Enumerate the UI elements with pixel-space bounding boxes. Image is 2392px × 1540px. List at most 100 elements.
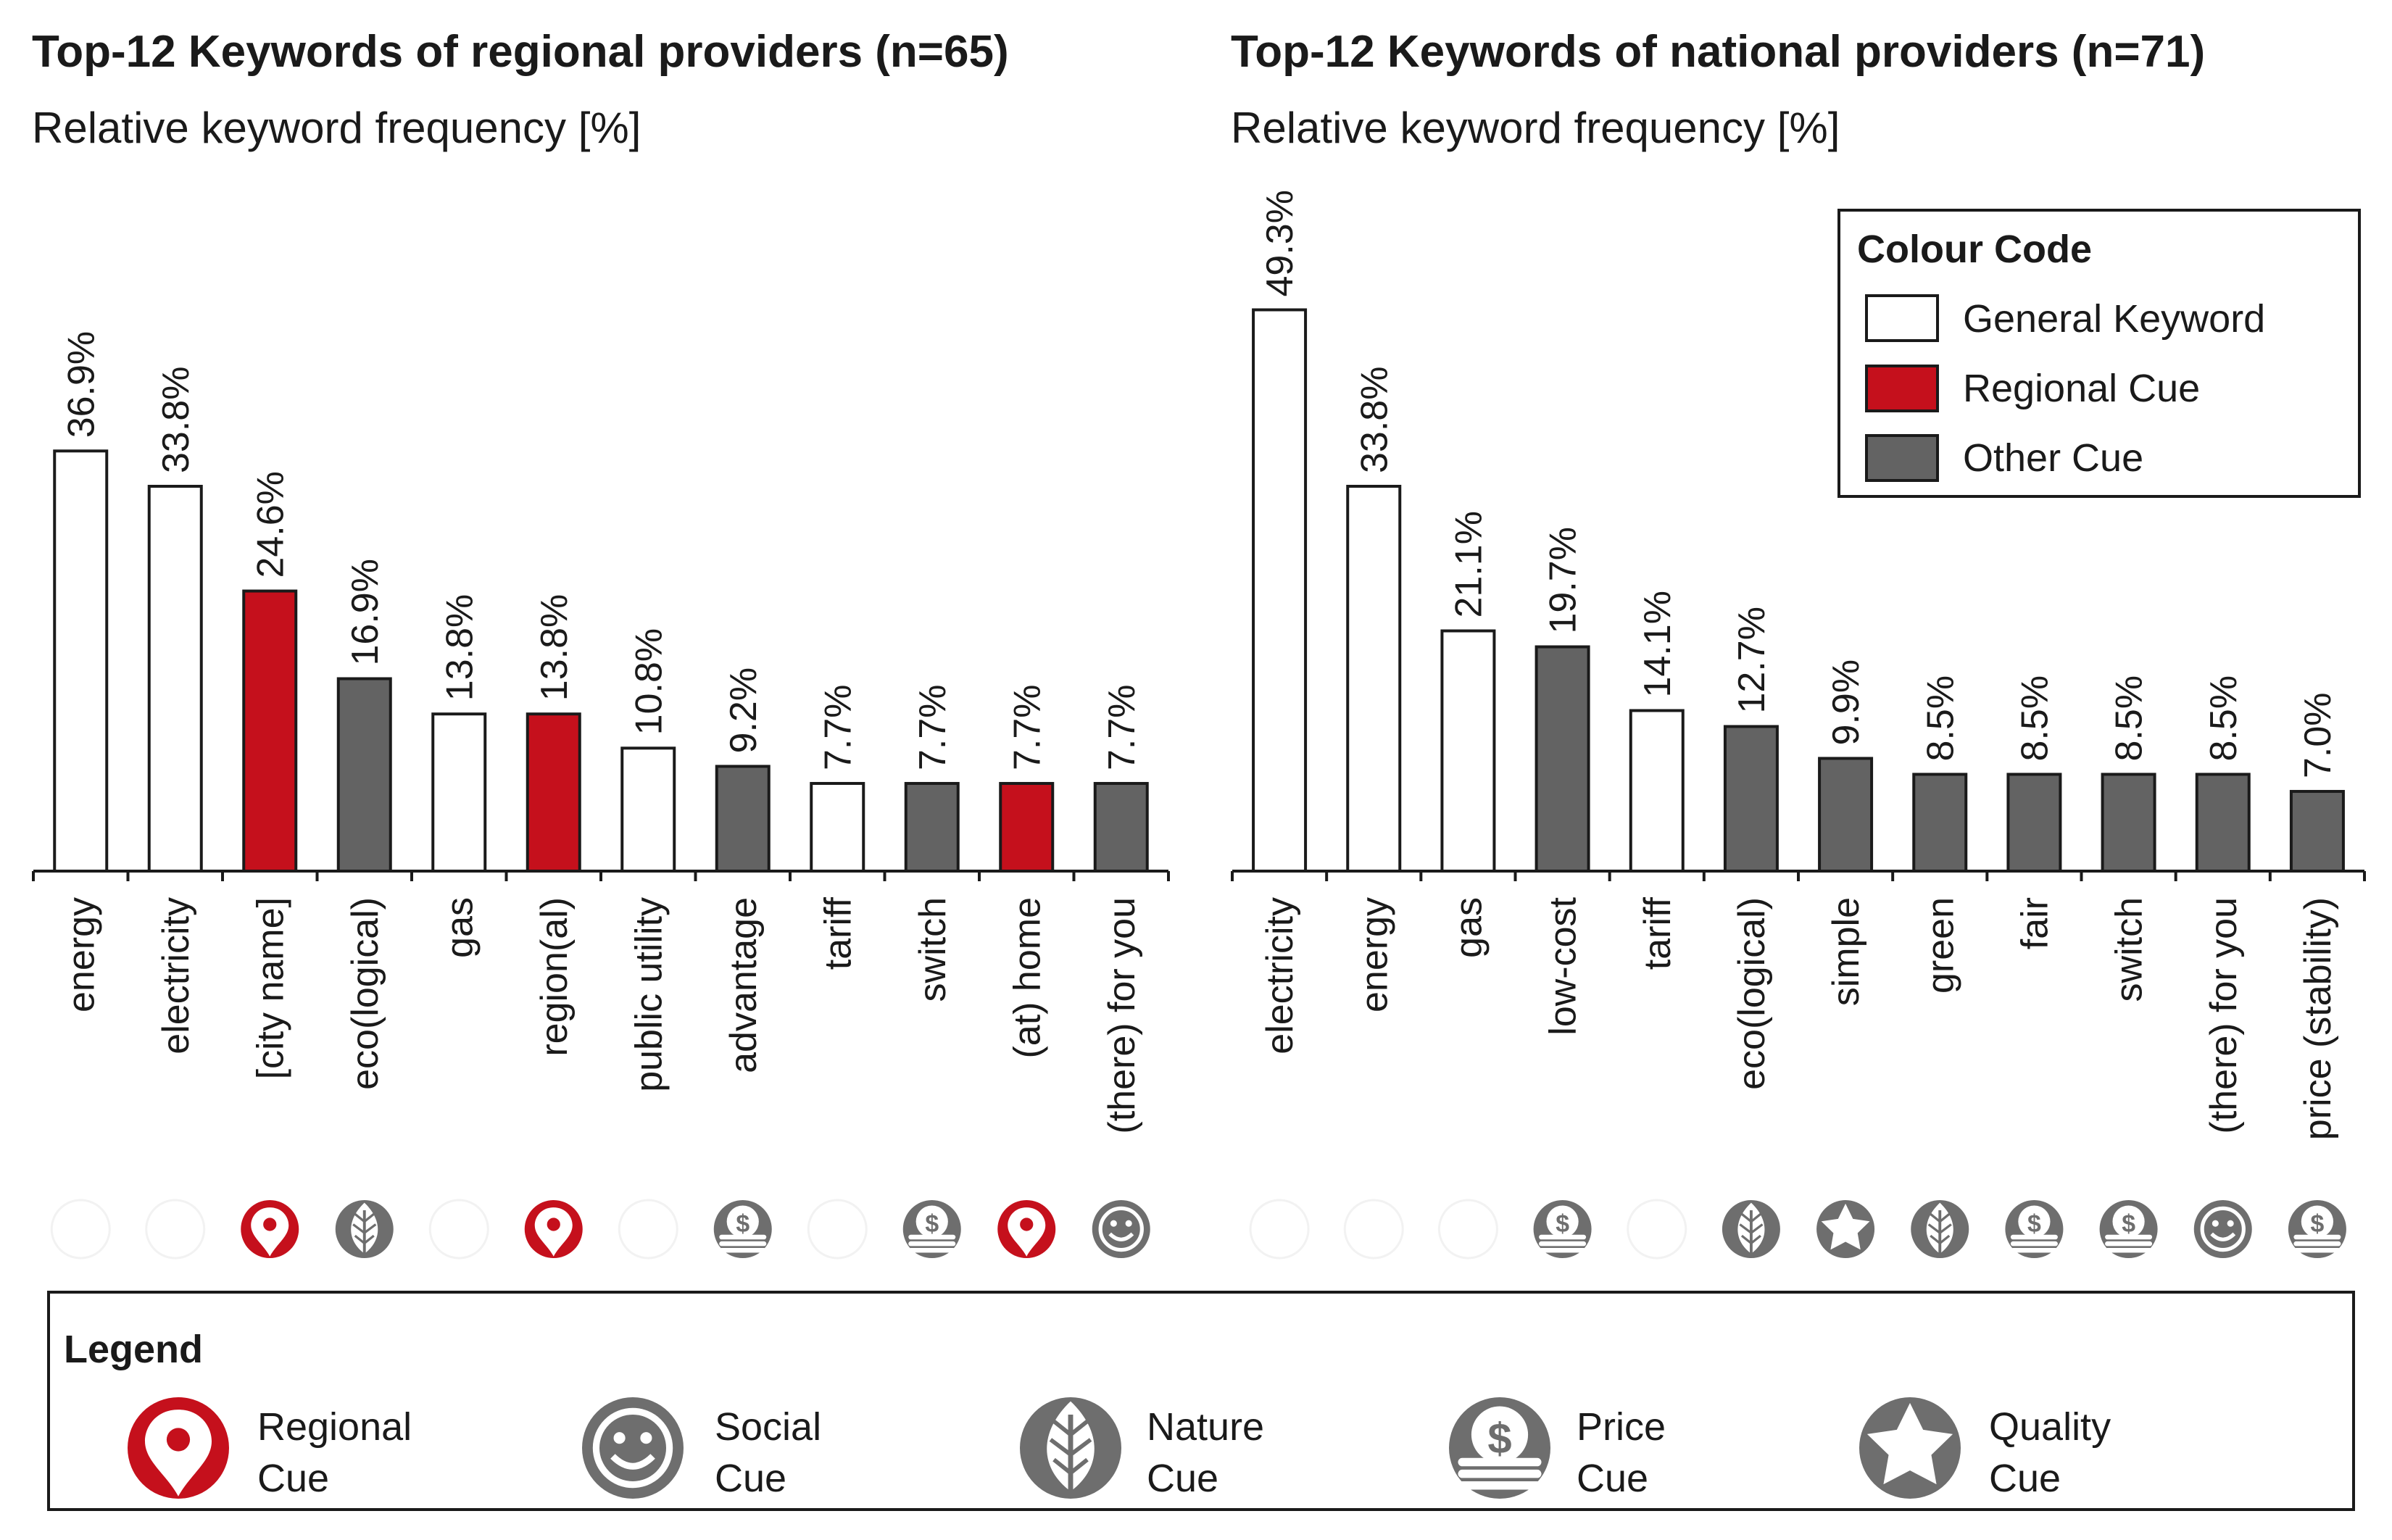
empty-cue-placeholder — [807, 1199, 868, 1260]
quality-star-icon — [1816, 1200, 1875, 1258]
colour-code-label-regional: Regional Cue — [1963, 367, 2200, 410]
legend-label-regional-2: Cue — [257, 1457, 329, 1500]
cue-legend: Legend Regional Cue Social Cue Nature Cu… — [47, 1291, 2355, 1511]
data-label: 33.8% — [155, 367, 197, 473]
bar-switch — [2101, 773, 2156, 873]
bar-green — [1912, 773, 1968, 873]
data-label: 7.7% — [817, 685, 859, 771]
legend-label-price-1: Price — [1577, 1405, 1666, 1449]
bar-low-cost — [1535, 645, 1590, 873]
price-coins-icon — [1533, 1200, 1592, 1258]
price-coins-icon — [2005, 1200, 2064, 1258]
data-label: 9.9% — [1825, 659, 1867, 746]
data-label: 7.0% — [2297, 692, 2339, 778]
data-label: 8.5% — [1919, 675, 1961, 762]
category-label: low-cost — [1542, 896, 1585, 1035]
category-label: switch — [912, 897, 954, 1002]
regional-pin-icon — [524, 1200, 583, 1258]
bar-advantage — [715, 765, 771, 873]
price-coins-icon — [713, 1200, 772, 1258]
bar-eco-logical — [1723, 725, 1779, 873]
data-label: 14.1% — [1637, 591, 1679, 697]
data-label: 12.7% — [1731, 607, 1773, 713]
category-label: switch — [2109, 897, 2151, 1002]
chart-1-ylabel: Relative keyword frequency [%] — [32, 104, 641, 152]
chart-1-title: Top-12 Keywords of regional providers (n… — [32, 27, 1009, 77]
category-label: price (stability) — [2297, 897, 2339, 1140]
bar-eco-logical — [336, 677, 392, 873]
category-label: eco(logical) — [1731, 897, 1773, 1090]
colour-code-label-general: General Keyword — [1963, 297, 2265, 341]
category-label: region(al) — [533, 897, 576, 1057]
price-coins-icon — [2288, 1200, 2346, 1258]
bar-electricity — [147, 485, 203, 873]
bar-at-home — [999, 782, 1055, 873]
category-label: tariff — [1637, 896, 1679, 970]
nature-leaf-icon — [335, 1200, 394, 1259]
data-label: 7.7% — [1006, 685, 1048, 771]
data-label: 16.9% — [344, 559, 386, 665]
empty-cue-placeholder — [1627, 1199, 1687, 1260]
category-label: fair — [2014, 897, 2056, 949]
price-coins-icon — [2099, 1200, 2158, 1258]
chart-2-ylabel: Relative keyword frequency [%] — [1231, 104, 1840, 152]
data-label: 10.8% — [628, 628, 670, 735]
empty-cue-placeholder — [1343, 1199, 1404, 1260]
data-label: 24.6% — [249, 471, 291, 578]
category-label: (at) home — [1006, 897, 1048, 1059]
category-label: advantage — [723, 897, 765, 1073]
bar-region-al — [526, 712, 581, 873]
bar-switch — [904, 782, 960, 873]
category-label: public utility — [628, 897, 670, 1092]
legend-label-regional-1: Regional — [257, 1405, 412, 1449]
data-label: 21.1% — [1448, 511, 1490, 617]
legend-item-social: Social Cue — [582, 1397, 821, 1500]
chart-regional-providers: 36.9% energy 33.8% electricity 24.6% [city na… — [32, 331, 1170, 1260]
empty-cue-placeholder — [1249, 1199, 1310, 1260]
legend-item-price: Price Cue — [1449, 1397, 1666, 1500]
legend-item-regional: Regional Cue — [128, 1397, 412, 1500]
social-smiley-icon — [2193, 1200, 2252, 1258]
bar-public-utility — [620, 746, 676, 873]
bar-gas — [1440, 629, 1496, 873]
empty-cue-placeholder — [145, 1199, 206, 1260]
bar-tariff — [1629, 709, 1685, 873]
colour-code-box: Colour Code General Keyword Regional Cue… — [1837, 209, 2361, 498]
bar-city-name — [242, 589, 298, 873]
data-label: 13.8% — [439, 594, 481, 701]
empty-cue-placeholder — [1437, 1199, 1498, 1260]
chart-national-providers: 49.3% electricity 33.8% energy 21.1% gas 19.7%… — [1231, 190, 2366, 1260]
bar-energy — [53, 449, 109, 873]
social-smiley-icon — [1092, 1200, 1150, 1258]
regional-pin-icon — [997, 1200, 1056, 1258]
category-label: (there) for you — [1101, 897, 1143, 1134]
bar-simple — [1818, 757, 1874, 873]
legend-item-nature: Nature Cue — [1020, 1397, 1264, 1500]
legend-label-quality-2: Cue — [1989, 1457, 2061, 1500]
data-label: 49.3% — [1259, 190, 1301, 296]
data-label: 7.7% — [1101, 685, 1143, 771]
category-label: eco(logical) — [344, 897, 386, 1090]
data-label: 36.9% — [60, 331, 102, 438]
data-label: 33.8% — [1353, 367, 1395, 473]
swatch-general-keyword — [1865, 294, 1939, 342]
bar-there-for-you — [1093, 782, 1149, 873]
data-label: 8.5% — [2203, 675, 2245, 762]
colour-code-label-other: Other Cue — [1963, 436, 2143, 480]
legend-label-nature-1: Nature — [1147, 1405, 1264, 1449]
empty-cue-placeholder — [618, 1199, 678, 1260]
category-label: green — [1919, 897, 1961, 994]
price-coins-icon — [902, 1200, 961, 1258]
empty-cue-placeholder — [50, 1199, 111, 1260]
legend-label-quality-1: Quality — [1989, 1405, 2111, 1449]
colour-code-title: Colour Code — [1857, 228, 2092, 271]
bar-tariff — [810, 782, 865, 873]
category-label: (there) for you — [2203, 897, 2245, 1134]
category-label: electricity — [155, 897, 197, 1054]
legend-label-price-2: Cue — [1577, 1457, 1648, 1500]
nature-leaf-icon — [1911, 1200, 1969, 1259]
bar-gas — [431, 712, 487, 873]
legend-label-nature-2: Cue — [1147, 1457, 1218, 1500]
category-label: energy — [60, 897, 102, 1012]
regional-pin-icon — [241, 1200, 299, 1258]
